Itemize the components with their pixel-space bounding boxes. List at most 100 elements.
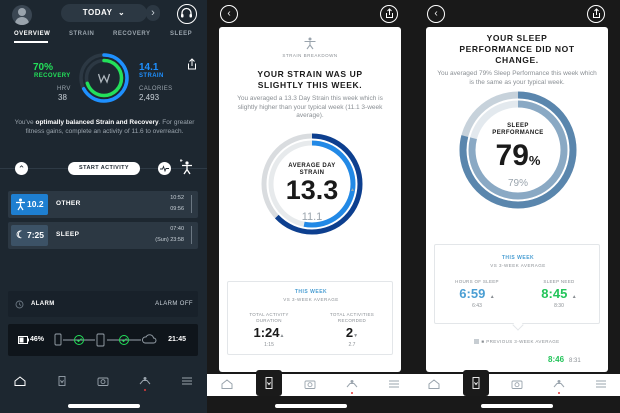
notification-dot <box>144 389 146 391</box>
activity-card-other[interactable]: 10.2 OTHER 10:52 09:56 <box>8 191 198 218</box>
trend-up-icon: ▲ <box>489 294 495 300</box>
battery-icon <box>18 336 29 344</box>
pulse-button[interactable] <box>158 162 171 175</box>
sleep-performance-ring <box>459 91 577 209</box>
metric-sleep-need: SLEEP NEED 8:45 ▲ 8:30 <box>541 279 577 309</box>
home-icon[interactable] <box>428 379 440 389</box>
share-button[interactable] <box>587 5 605 23</box>
add-activity-icon[interactable] <box>180 158 193 175</box>
previous-sleep-performance: 79% <box>507 178 528 189</box>
coach-button[interactable] <box>177 4 197 24</box>
sync-chain-icon <box>54 333 157 347</box>
camera-icon[interactable] <box>97 376 109 386</box>
sleep-performance-value: 79% <box>495 139 541 172</box>
legend-swatch <box>474 339 480 345</box>
timeline-marker <box>191 195 192 213</box>
timeline-marker <box>191 226 192 244</box>
menu-icon[interactable] <box>181 376 193 386</box>
activity-end-time: 10:52 <box>170 195 184 201</box>
activity-name: SLEEP <box>56 231 80 238</box>
chevron-up-icon: ⌃ <box>17 164 26 174</box>
sleep-title-line3: CHANGE. <box>495 55 539 65</box>
whoop-logo-icon <box>97 73 111 84</box>
alarm-row[interactable]: ALARM ALARM OFF <box>8 291 198 317</box>
alarm-label: ALARM <box>31 301 55 307</box>
strain-title-line2: SLIGHTLY THIS WEEK. <box>257 80 363 90</box>
share-button[interactable] <box>380 5 398 23</box>
metric-activity-duration: TOTAL ACTIVITY DURATION 1:24▲ 1:15 <box>249 312 289 348</box>
activity-card-sleep[interactable]: ☾ 7:25 SLEEP 07:40 (Sun) 23:58 <box>8 222 198 249</box>
chevron-down-icon: ⌄ <box>118 8 126 17</box>
sync-time: 21:45 <box>168 336 186 343</box>
community-icon[interactable] <box>553 379 565 389</box>
activity-name: OTHER <box>56 200 81 207</box>
notification-dot <box>558 392 560 394</box>
journal-icon <box>265 377 273 389</box>
device-status-row[interactable]: 46% 21:45 <box>8 324 198 356</box>
sleep-title-line1: YOUR SLEEP <box>486 33 548 43</box>
share-icon[interactable] <box>187 58 197 70</box>
trend-up-icon: ▲ <box>350 187 355 193</box>
home-indicator <box>274 404 347 408</box>
profile-avatar[interactable] <box>12 5 32 25</box>
sleep-description: You averaged 79% Sleep Performance this … <box>437 70 597 86</box>
strain-value: 14.1 <box>139 62 159 73</box>
trend-up-icon: ▲ <box>571 294 577 300</box>
back-button[interactable]: ‹ <box>220 5 238 23</box>
date-label: TODAY <box>82 8 113 17</box>
alarm-status[interactable]: ALARM OFF <box>155 301 193 307</box>
tab-sleep[interactable]: SLEEP <box>170 31 193 37</box>
average-strain-ring <box>261 133 363 235</box>
community-icon[interactable] <box>139 376 151 386</box>
activity-person-icon <box>16 198 25 211</box>
sleep-card: YOUR SLEEP PERFORMANCE DID NOT CHANGE. Y… <box>426 27 608 372</box>
recovery-value: 70% <box>33 62 54 73</box>
tab-strain[interactable]: STRAIN <box>69 31 95 37</box>
coach-headset-icon <box>181 7 192 18</box>
strain-person-icon <box>304 37 316 50</box>
tab-indicator <box>14 41 48 43</box>
tab-recovery[interactable]: RECOVERY <box>113 31 151 37</box>
community-icon[interactable] <box>346 379 358 389</box>
home-indicator <box>67 404 140 408</box>
activity-strain-badge: 10.2 <box>11 194 48 215</box>
activity-sleep-badge: ☾ 7:25 <box>11 225 48 246</box>
journal-tab-active[interactable] <box>463 370 489 396</box>
bottom-nav <box>414 370 620 396</box>
date-selector[interactable]: TODAY ⌄ <box>61 4 147 22</box>
menu-icon[interactable] <box>388 379 400 389</box>
trend-up-icon: ▲ <box>279 333 285 339</box>
weekly-comparison-card: THIS WEEK VS 3-WEEK AVERAGE TOTAL ACTIVI… <box>227 281 393 355</box>
tab-overview[interactable]: OVERVIEW <box>14 31 51 37</box>
comparison-kicker: THIS WEEK <box>294 289 328 295</box>
ring-label: SLEEP PERFORMANCE <box>492 123 544 136</box>
collapse-button[interactable]: ⌃ <box>15 162 28 175</box>
strain-label: STRAIN <box>139 73 164 79</box>
journal-icon <box>472 377 480 389</box>
recovery-strain-ring[interactable] <box>78 52 130 104</box>
journal-icon[interactable] <box>56 376 68 386</box>
average-strain-value: 13.3 <box>285 175 339 205</box>
chevron-left-icon: ‹ <box>434 8 438 19</box>
activity-end-time: 07:40 <box>170 226 184 232</box>
start-activity-button[interactable]: START ACTIVITY <box>68 162 140 175</box>
alarm-clock-icon <box>15 300 24 309</box>
ring-label: AVERAGE DAY STRAIN <box>288 163 336 176</box>
back-button[interactable]: ‹ <box>427 5 445 23</box>
strain-card: STRAIN BREAKDOWN YOUR STRAIN WAS UP SLIG… <box>219 27 401 372</box>
sleep-need-bar-value: 8:46 <box>548 355 565 364</box>
share-icon <box>592 8 600 18</box>
strain-description: You averaged a 13.3 Day Strain this week… <box>237 95 383 119</box>
moon-icon: ☾ <box>16 230 25 241</box>
bottom-nav <box>207 370 414 396</box>
legend-label: ■ <box>481 339 487 344</box>
home-icon[interactable] <box>221 379 233 389</box>
sleep-need-bar-prev: 8:31 <box>569 358 581 364</box>
camera-icon[interactable] <box>304 379 316 389</box>
home-icon[interactable] <box>14 376 26 386</box>
journal-tab-active[interactable] <box>256 370 282 396</box>
camera-icon[interactable] <box>511 379 523 389</box>
strain-title-line1: YOUR STRAIN WAS UP <box>257 69 363 79</box>
next-day-button[interactable]: › <box>146 5 160 21</box>
menu-icon[interactable] <box>595 379 607 389</box>
